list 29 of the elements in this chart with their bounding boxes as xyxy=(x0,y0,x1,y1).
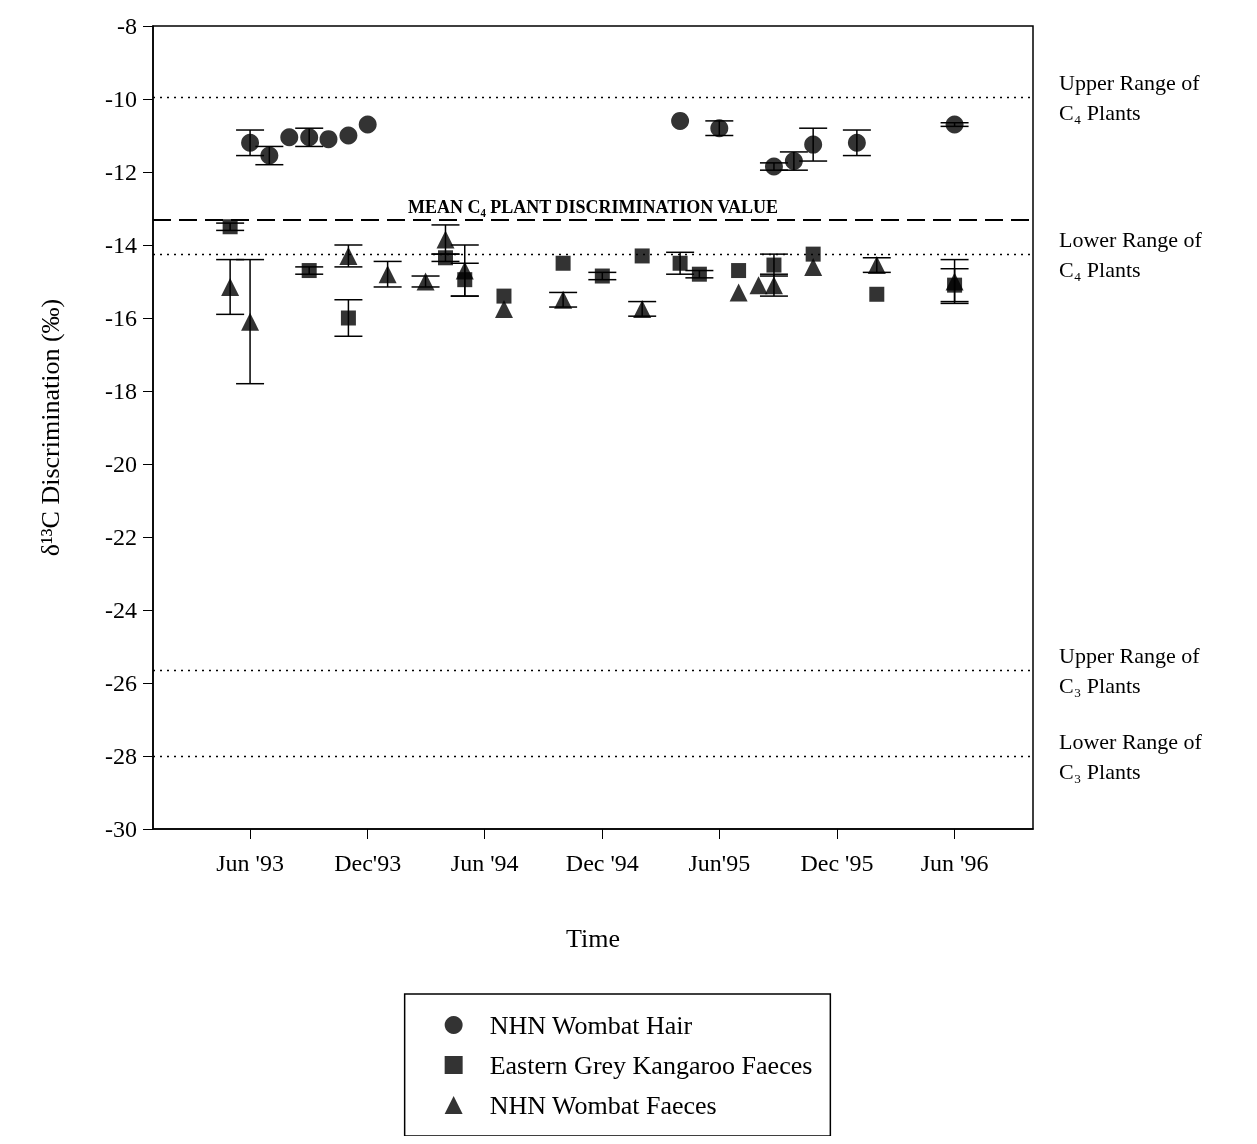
y-tick-label: -12 xyxy=(105,159,137,185)
legend-label: NHN Wombat Hair xyxy=(489,1010,693,1040)
y-tick-label: -24 xyxy=(105,597,137,623)
x-tick-label: Dec '95 xyxy=(800,850,874,876)
x-tick-label: Jun '94 xyxy=(450,850,519,876)
x-tick-label: Dec '94 xyxy=(565,850,639,876)
x-tick-label: Jun '96 xyxy=(920,850,989,876)
legend-label: NHN Wombat Faeces xyxy=(489,1090,717,1120)
legend-label: Eastern Grey Kangaroo Faeces xyxy=(489,1050,813,1080)
x-axis-title: Time xyxy=(566,923,620,953)
y-tick-label: -8 xyxy=(117,13,137,39)
x-tick-label: Jun '93 xyxy=(216,850,284,876)
y-tick-label: -30 xyxy=(105,816,137,842)
ref-line-label: MEAN C₄ PLANT DISCRIMINATION VALUE xyxy=(407,197,779,218)
x-tick-label: Jun'95 xyxy=(688,850,751,876)
y-tick-label: -22 xyxy=(105,524,137,550)
ref-line-label: Upper Range of C₄ Plants xyxy=(1059,69,1201,125)
y-tick-label: -28 xyxy=(105,743,137,769)
y-tick-label: -14 xyxy=(105,232,137,258)
x-tick-label: Dec'93 xyxy=(334,850,402,876)
y-tick-label: -10 xyxy=(105,86,137,112)
ref-line-label: Lower Range of C₄ Plants xyxy=(1059,226,1203,282)
y-axis-title: δ¹³C Discrimination (‰) xyxy=(35,298,65,557)
y-tick-label: -16 xyxy=(105,305,137,331)
ref-line-label: Upper Range of C₃ Plants xyxy=(1059,642,1201,698)
ref-line-label: Lower Range of C₃ Plants xyxy=(1059,728,1203,784)
y-tick-label: -26 xyxy=(105,670,137,696)
y-tick-label: -18 xyxy=(105,378,137,404)
y-tick-label: -20 xyxy=(105,451,137,477)
